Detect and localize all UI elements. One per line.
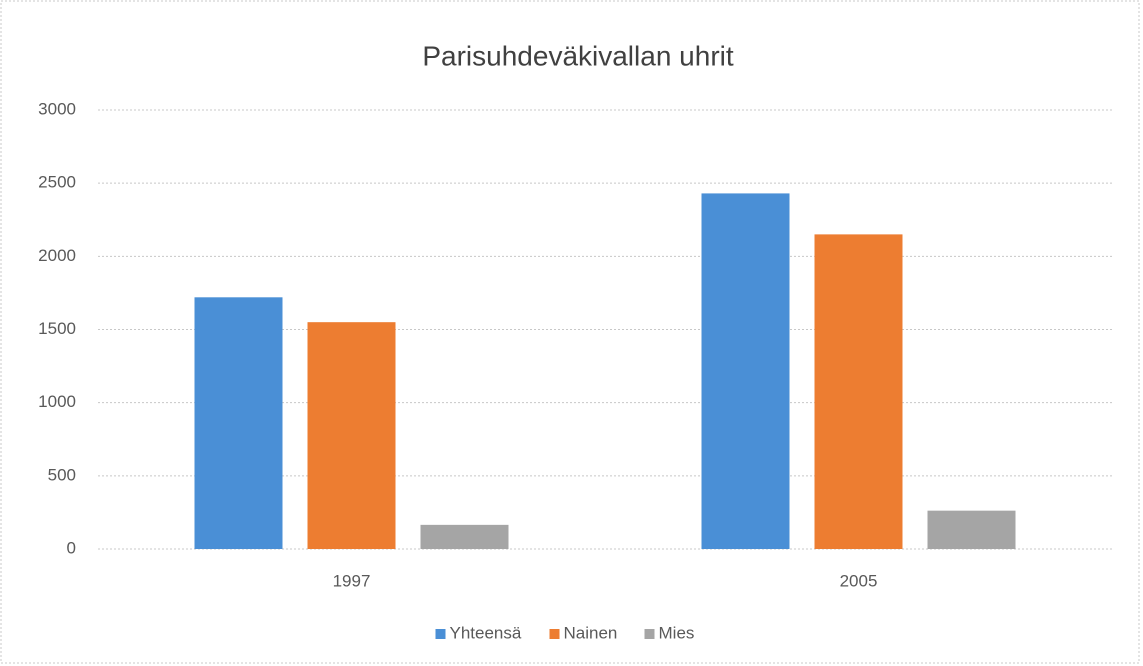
- y-tick-label: 1000: [38, 392, 76, 411]
- legend-swatch: [644, 629, 655, 639]
- legend-label: Mies: [659, 623, 695, 642]
- y-tick-label: 2500: [38, 173, 76, 192]
- bar: [927, 510, 1016, 549]
- x-tick-label: 2005: [840, 571, 878, 590]
- bar: [194, 297, 283, 549]
- bar: [814, 234, 903, 549]
- y-tick-label: 0: [67, 538, 76, 557]
- x-tick-label: 1997: [333, 571, 371, 590]
- bar: [701, 193, 790, 549]
- y-tick-label: 3000: [38, 99, 76, 118]
- y-tick-label: 500: [48, 465, 76, 484]
- y-tick-label: 2000: [38, 246, 76, 265]
- legend-swatch: [549, 629, 560, 639]
- chart-title: Parisuhdeväkivallan uhrit: [422, 40, 734, 71]
- legend-label: Yhteensä: [450, 623, 522, 642]
- bar: [420, 524, 509, 549]
- bar: [307, 322, 396, 549]
- legend-label: Nainen: [564, 623, 618, 642]
- legend-swatch: [435, 629, 446, 639]
- y-tick-label: 1500: [38, 319, 76, 338]
